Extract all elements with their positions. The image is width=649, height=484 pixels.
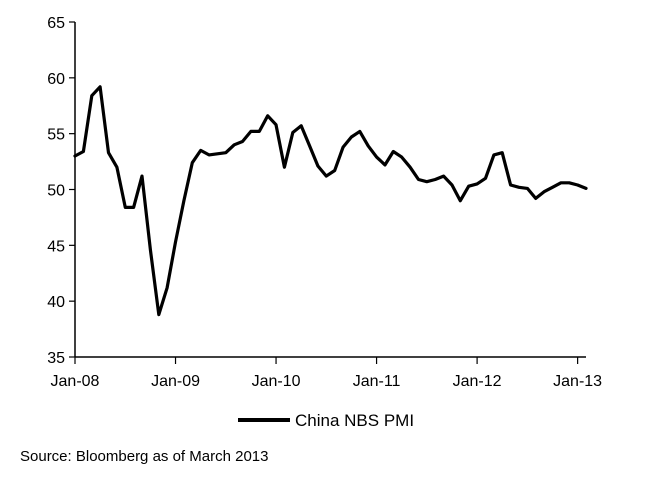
y-tick-label: 45 — [47, 238, 65, 255]
x-tick-label: Jan-12 — [453, 373, 502, 390]
legend-label: China NBS PMI — [295, 411, 414, 430]
axes — [74, 22, 586, 358]
y-tick-label: 40 — [47, 294, 65, 311]
x-tick-label: Jan-08 — [51, 373, 100, 390]
source-note: Source: Bloomberg as of March 2013 — [20, 448, 269, 465]
legend: China NBS PMI — [238, 411, 414, 430]
x-tick-label: Jan-11 — [353, 373, 401, 390]
series-layer — [73, 85, 588, 317]
y-tick-label: 65 — [47, 15, 65, 32]
x-tick-label: Jan-09 — [151, 373, 200, 390]
ticks: 35 40 45 50 55 60 65 Jan-08 Jan-09 Jan-10 Jan-11 Ja… — [47, 15, 602, 390]
x-tick-label: Jan-13 — [553, 373, 602, 390]
y-tick-label: 60 — [47, 71, 65, 88]
y-tick-label: 55 — [47, 127, 65, 144]
y-tick-label: 35 — [47, 350, 65, 367]
series-line-china-nbs-pmi — [73, 85, 588, 317]
x-tick-label: Jan-10 — [252, 373, 301, 390]
y-tick-label: 50 — [47, 183, 65, 200]
